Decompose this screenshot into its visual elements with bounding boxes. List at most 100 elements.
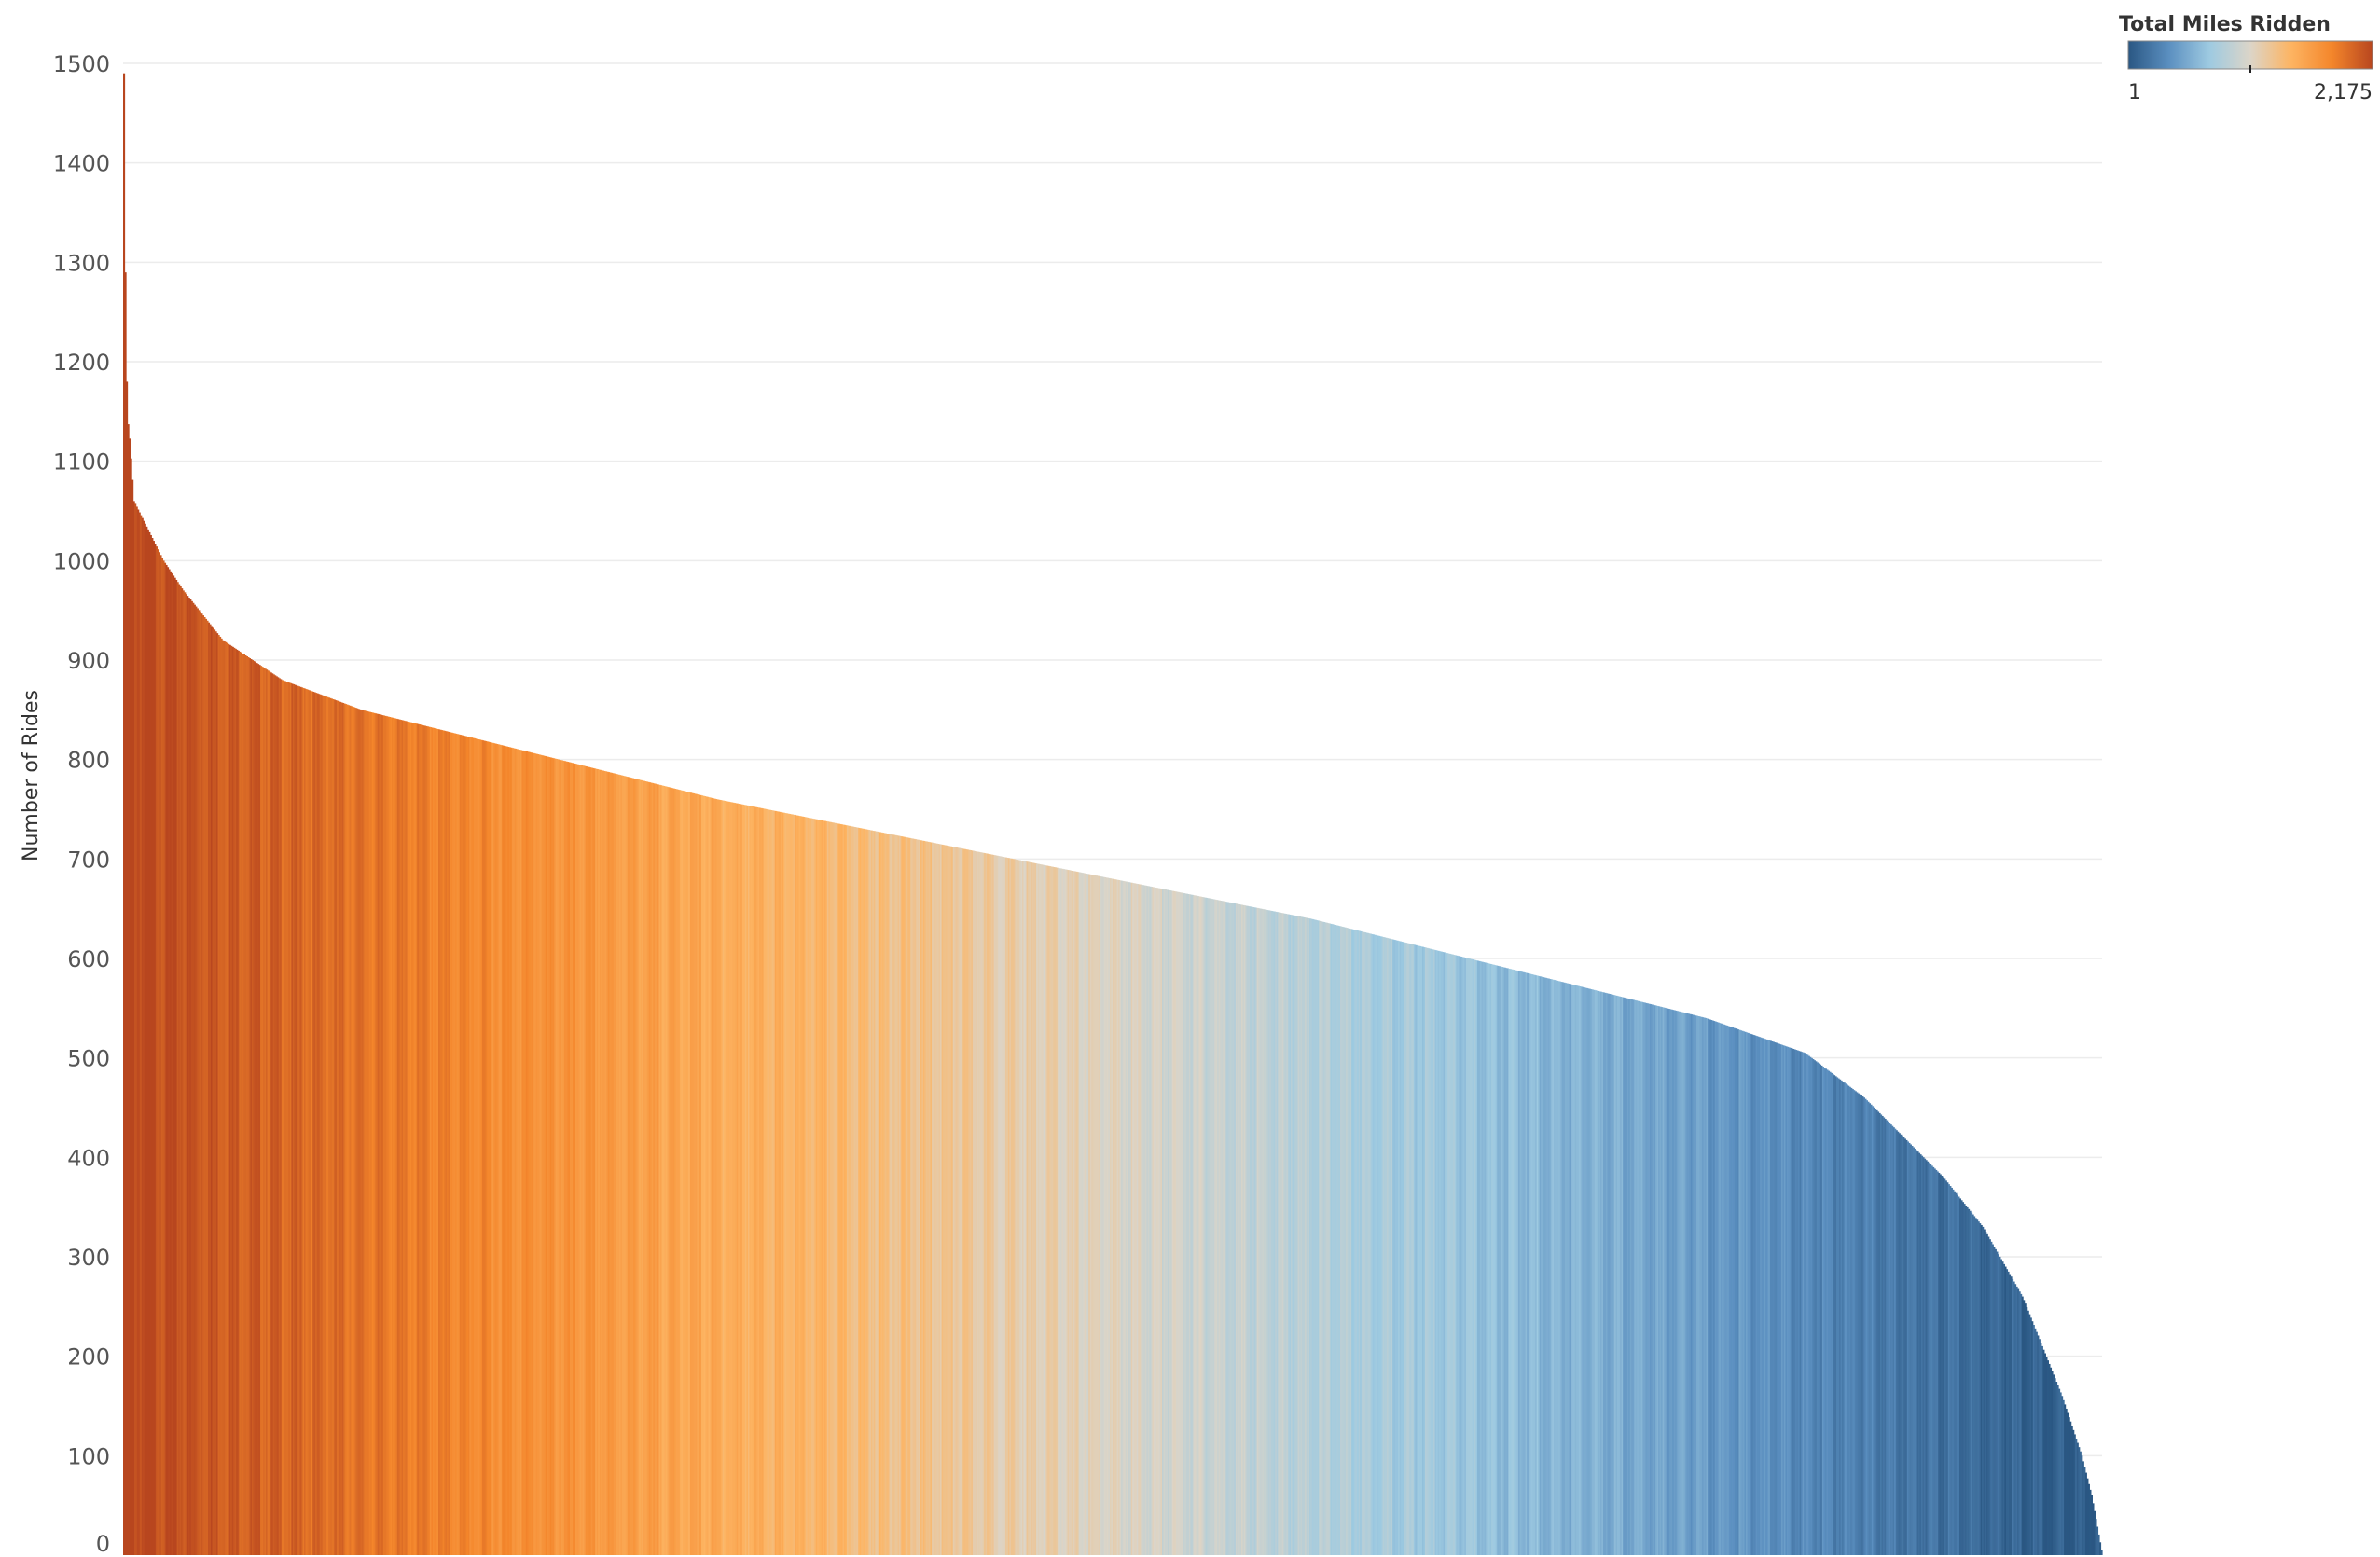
- bar[interactable]: [760, 807, 763, 1555]
- bar[interactable]: [507, 747, 510, 1555]
- bar[interactable]: [395, 718, 398, 1555]
- bar[interactable]: [982, 852, 985, 1555]
- bar[interactable]: [219, 636, 222, 1555]
- bar[interactable]: [1498, 966, 1501, 1555]
- bar[interactable]: [190, 600, 193, 1555]
- bar[interactable]: [1252, 907, 1255, 1555]
- bar[interactable]: [503, 745, 505, 1555]
- bar[interactable]: [1149, 886, 1152, 1555]
- bar[interactable]: [1081, 873, 1084, 1555]
- bar[interactable]: [1451, 954, 1454, 1555]
- bar[interactable]: [212, 627, 214, 1555]
- bar[interactable]: [307, 689, 310, 1555]
- bar[interactable]: [879, 832, 882, 1556]
- bar[interactable]: [1091, 875, 1094, 1555]
- bar[interactable]: [711, 797, 713, 1555]
- bar[interactable]: [547, 756, 549, 1555]
- bar[interactable]: [1840, 1080, 1843, 1555]
- bar[interactable]: [335, 700, 338, 1555]
- bar[interactable]: [1664, 1007, 1667, 1555]
- bar[interactable]: [1738, 1029, 1741, 1555]
- bar[interactable]: [573, 763, 575, 1555]
- bar[interactable]: [1162, 889, 1165, 1555]
- bar[interactable]: [1976, 1219, 1979, 1555]
- bar[interactable]: [1292, 915, 1294, 1555]
- bar[interactable]: [1839, 1079, 1842, 1555]
- bar[interactable]: [1379, 936, 1382, 1555]
- bar[interactable]: [803, 817, 806, 1555]
- bar[interactable]: [530, 752, 533, 1555]
- bar[interactable]: [1062, 869, 1066, 1555]
- bar[interactable]: [1552, 979, 1555, 1555]
- bar[interactable]: [1261, 908, 1264, 1555]
- bar[interactable]: [1486, 962, 1488, 1555]
- bar[interactable]: [1188, 894, 1191, 1555]
- bar[interactable]: [332, 698, 335, 1555]
- bar[interactable]: [467, 737, 470, 1555]
- bar[interactable]: [1264, 909, 1266, 1555]
- bar[interactable]: [884, 833, 888, 1555]
- bar[interactable]: [438, 729, 441, 1555]
- bar[interactable]: [1054, 867, 1057, 1555]
- bar[interactable]: [1713, 1021, 1716, 1555]
- bar[interactable]: [1731, 1027, 1734, 1555]
- bar[interactable]: [1860, 1095, 1862, 1555]
- bar[interactable]: [1407, 943, 1410, 1555]
- bar[interactable]: [336, 700, 339, 1555]
- bar[interactable]: [1308, 918, 1311, 1555]
- bar[interactable]: [771, 810, 774, 1555]
- bar[interactable]: [1193, 895, 1196, 1555]
- bar[interactable]: [1031, 862, 1033, 1555]
- bar[interactable]: [1487, 963, 1489, 1555]
- bar[interactable]: [1795, 1050, 1798, 1555]
- bar[interactable]: [2062, 1399, 2065, 1555]
- bar[interactable]: [1029, 861, 1031, 1555]
- bar[interactable]: [1092, 875, 1095, 1555]
- bar[interactable]: [1710, 1020, 1713, 1555]
- bar[interactable]: [1204, 897, 1207, 1555]
- bar[interactable]: [1365, 932, 1368, 1555]
- bar[interactable]: [1746, 1032, 1749, 1555]
- bar[interactable]: [1404, 942, 1406, 1555]
- bar[interactable]: [170, 571, 173, 1555]
- bar[interactable]: [1331, 924, 1335, 1555]
- bar[interactable]: [878, 832, 880, 1555]
- bar[interactable]: [628, 777, 630, 1555]
- bar[interactable]: [1947, 1184, 1950, 1555]
- bar[interactable]: [524, 751, 527, 1555]
- bar[interactable]: [1223, 901, 1225, 1555]
- bar[interactable]: [494, 743, 497, 1555]
- bar[interactable]: [1833, 1075, 1836, 1555]
- bar[interactable]: [1815, 1061, 1818, 1555]
- bar[interactable]: [367, 711, 370, 1555]
- bar[interactable]: [1744, 1031, 1747, 1555]
- bar[interactable]: [1059, 868, 1063, 1555]
- bar[interactable]: [850, 826, 852, 1555]
- bar[interactable]: [797, 815, 800, 1555]
- bar[interactable]: [157, 549, 159, 1556]
- bar[interactable]: [496, 743, 499, 1555]
- bar[interactable]: [1881, 1115, 1884, 1555]
- bar[interactable]: [750, 806, 754, 1555]
- bar[interactable]: [1127, 881, 1129, 1555]
- bar[interactable]: [1429, 948, 1432, 1555]
- bar[interactable]: [585, 765, 588, 1555]
- bar[interactable]: [966, 849, 969, 1555]
- bar[interactable]: [1187, 893, 1190, 1555]
- bar[interactable]: [366, 710, 368, 1555]
- bar[interactable]: [1690, 1014, 1694, 1555]
- bar[interactable]: [1500, 966, 1502, 1555]
- bar[interactable]: [1139, 884, 1142, 1555]
- bar[interactable]: [1003, 857, 1006, 1555]
- bar[interactable]: [226, 642, 228, 1555]
- bar[interactable]: [1785, 1046, 1788, 1555]
- bar[interactable]: [921, 840, 924, 1555]
- bar[interactable]: [141, 517, 144, 1555]
- bar[interactable]: [2083, 1467, 2086, 1555]
- bar[interactable]: [1056, 867, 1059, 1555]
- bar[interactable]: [1010, 858, 1013, 1555]
- bar[interactable]: [2008, 1274, 2012, 1555]
- bar[interactable]: [1669, 1009, 1672, 1555]
- bar[interactable]: [2017, 1288, 2020, 1555]
- bar[interactable]: [1727, 1026, 1730, 1555]
